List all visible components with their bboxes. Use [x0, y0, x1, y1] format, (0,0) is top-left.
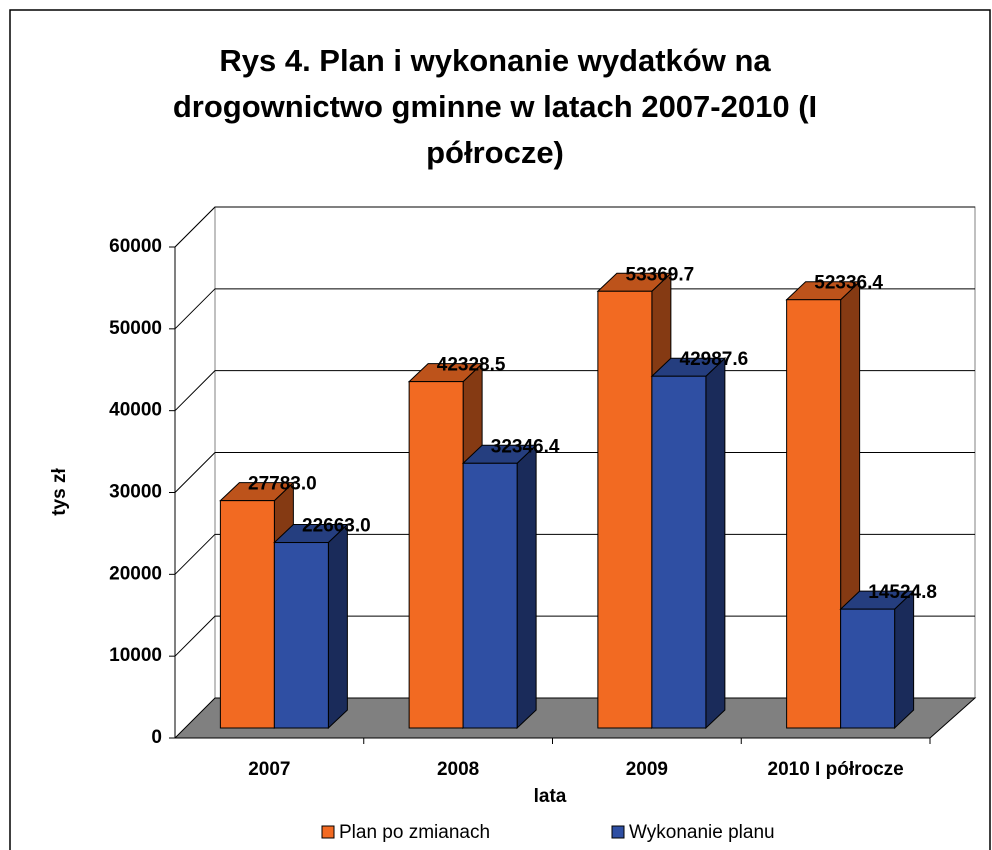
y-tick-label: 50000: [109, 318, 162, 339]
value-label: 52336.4: [814, 273, 883, 294]
bar: [651, 375, 707, 729]
grid-line: [174, 206, 975, 248]
legend-label: Wykonanie planu: [629, 822, 775, 843]
bar-side: [327, 523, 348, 730]
x-tick-label: 2007: [248, 759, 290, 780]
y-tick-label: 60000: [109, 236, 162, 257]
y-axis-title: tys zł: [49, 468, 70, 516]
y-tick-label: 30000: [109, 482, 162, 503]
value-label: 53369.7: [626, 264, 695, 285]
value-label: 32346.4: [491, 436, 560, 457]
chart-title: Rys 4. Plan i wykonanie wydatków na drog…: [172, 43, 818, 170]
bar-side: [705, 357, 726, 730]
value-label: 14524.8: [868, 582, 937, 603]
y-tick-label: 10000: [109, 645, 162, 666]
value-label: 27783.0: [248, 474, 317, 495]
bar: [462, 462, 518, 729]
x-tick-label: 2010 I półrocze: [768, 759, 904, 780]
bar: [273, 542, 329, 729]
grid-line: [174, 288, 975, 330]
bar: [786, 299, 842, 729]
bar-side: [516, 444, 537, 730]
x-tick-label: 2009: [626, 759, 668, 780]
x-tick-label: 2008: [437, 759, 479, 780]
legend-swatch: [611, 825, 625, 839]
bar: [408, 381, 464, 729]
y-tick-label: 20000: [109, 563, 162, 584]
y-tick-label: 0: [151, 727, 162, 748]
value-label: 42328.5: [437, 355, 506, 376]
x-axis-title: lata: [534, 786, 567, 807]
legend-swatch: [321, 825, 335, 839]
y-tick-label: 40000: [109, 400, 162, 421]
bar-side: [894, 589, 915, 730]
bar: [597, 290, 653, 729]
value-label: 42987.6: [680, 349, 749, 370]
value-label: 22663.0: [302, 516, 371, 537]
bar: [219, 500, 275, 729]
frame: [9, 9, 991, 850]
bar: [840, 608, 896, 729]
legend-label: Plan po zmianach: [339, 822, 490, 843]
